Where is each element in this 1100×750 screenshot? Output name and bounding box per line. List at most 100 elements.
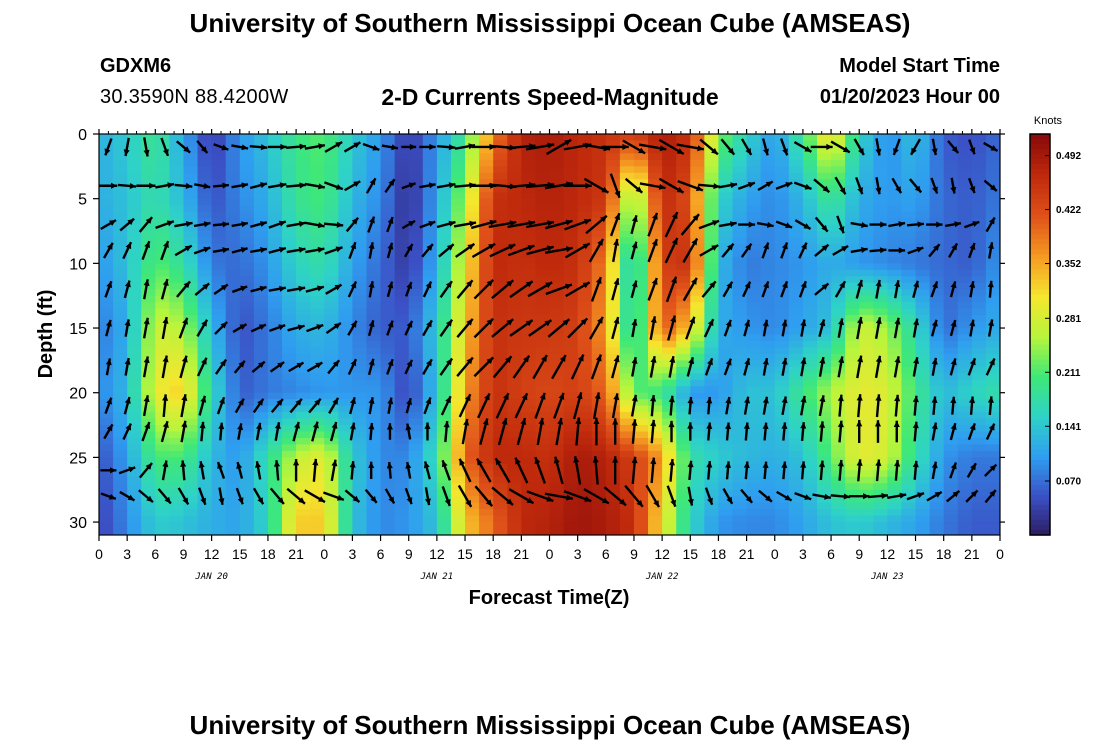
heatmap-cell xyxy=(563,328,579,336)
heatmap-cell xyxy=(957,140,973,148)
heatmap-cell xyxy=(267,192,283,200)
heatmap-cell xyxy=(732,159,748,167)
current-vector xyxy=(160,420,169,443)
heatmap-cell xyxy=(169,328,185,336)
current-vector xyxy=(455,242,476,258)
heatmap-cell xyxy=(845,502,860,510)
heatmap-cell xyxy=(127,295,142,303)
heatmap-cell xyxy=(99,153,114,161)
heatmap-cell xyxy=(605,321,621,329)
heatmap-cell xyxy=(887,463,903,471)
heatmap-cell xyxy=(366,353,382,361)
heatmap-cell xyxy=(929,340,945,349)
heatmap-cell xyxy=(971,405,987,413)
colorbar-swatch xyxy=(1030,164,1050,170)
current-vector xyxy=(676,143,705,152)
heatmap-cell xyxy=(493,373,508,381)
heatmap-cell xyxy=(507,334,522,342)
heatmap-cell xyxy=(690,412,705,420)
x-tick-label: 18 xyxy=(711,546,727,562)
heatmap-cell xyxy=(465,483,480,491)
heatmap-cell xyxy=(296,444,311,452)
current-vector xyxy=(250,285,267,293)
heatmap-cell xyxy=(704,166,720,174)
heatmap-cell xyxy=(465,134,480,142)
current-vector xyxy=(439,357,454,376)
current-vector xyxy=(721,242,735,258)
heatmap-cell xyxy=(676,224,691,232)
heatmap-cell xyxy=(648,476,663,484)
heatmap-cell xyxy=(648,140,663,148)
heatmap-cell xyxy=(99,185,114,193)
heatmap-cell xyxy=(422,386,438,394)
current-vector xyxy=(124,319,131,337)
heatmap-cell xyxy=(394,334,410,342)
heatmap-cell xyxy=(253,205,269,213)
heatmap-cell xyxy=(521,405,537,413)
heatmap-cell xyxy=(971,315,987,323)
heatmap-cell xyxy=(465,166,480,174)
current-vector xyxy=(701,280,717,298)
heatmap-cell xyxy=(225,457,241,465)
heatmap-cell xyxy=(788,166,804,174)
heatmap-cell xyxy=(788,437,804,446)
heatmap-cell xyxy=(760,172,776,180)
heatmap-cell xyxy=(887,418,903,426)
heatmap-cell xyxy=(465,431,480,439)
heatmap-cell xyxy=(901,347,917,355)
heatmap-cell xyxy=(732,444,748,452)
heatmap-cell xyxy=(816,496,832,504)
heatmap-cell xyxy=(577,308,593,316)
current-vector xyxy=(421,243,434,258)
heatmap-cell xyxy=(985,418,1000,426)
heatmap-cell xyxy=(788,476,804,484)
heatmap-cell xyxy=(901,308,917,316)
heatmap-cell xyxy=(943,192,959,200)
heatmap-cell xyxy=(971,366,987,374)
heatmap-cell xyxy=(929,412,945,420)
heatmap-cell xyxy=(577,347,593,355)
current-vector xyxy=(105,319,112,337)
heatmap-cell xyxy=(127,282,142,290)
heatmap-cell xyxy=(845,373,860,381)
heatmap-cell xyxy=(211,192,227,200)
heatmap-cell xyxy=(662,463,677,471)
current-vector xyxy=(665,276,678,303)
heatmap-cell xyxy=(141,166,156,174)
heatmap-cell xyxy=(450,140,466,148)
heatmap-cell xyxy=(549,295,565,303)
heatmap-cell xyxy=(619,192,635,200)
colorbar-swatch xyxy=(1030,459,1050,466)
heatmap-cell xyxy=(183,218,199,226)
current-vector xyxy=(891,177,903,194)
colorbar-swatch xyxy=(1030,334,1050,341)
heatmap-cell xyxy=(394,282,410,290)
heatmap-cell xyxy=(267,399,283,407)
current-vector xyxy=(893,356,901,378)
heatmap-cell xyxy=(422,431,438,439)
heatmap-cell xyxy=(929,218,945,226)
heatmap-cell xyxy=(436,218,452,226)
heatmap-cell xyxy=(718,386,734,394)
heatmap-cell xyxy=(831,328,846,336)
colorbar-swatch xyxy=(1030,289,1050,295)
page-title: University of Southern Mississippi Ocean… xyxy=(189,8,911,38)
heatmap-cell xyxy=(619,321,635,329)
current-vector xyxy=(908,178,923,194)
heatmap-cell xyxy=(408,373,424,381)
heatmap-cell xyxy=(591,256,607,264)
heatmap-cell xyxy=(239,412,255,420)
heatmap-cell xyxy=(915,185,931,193)
heatmap-cell xyxy=(507,347,522,355)
heatmap-cell xyxy=(169,243,185,252)
heatmap-cell xyxy=(352,496,368,504)
heatmap-cell xyxy=(873,302,888,310)
heatmap-cell xyxy=(802,282,818,290)
heatmap-cell xyxy=(971,205,987,213)
heatmap-cell xyxy=(450,457,466,465)
heatmap-cell xyxy=(633,256,649,264)
heatmap-cell xyxy=(127,302,142,310)
heatmap-cell xyxy=(816,295,832,303)
heatmap-cell xyxy=(901,340,917,349)
heatmap-cell xyxy=(521,192,537,200)
